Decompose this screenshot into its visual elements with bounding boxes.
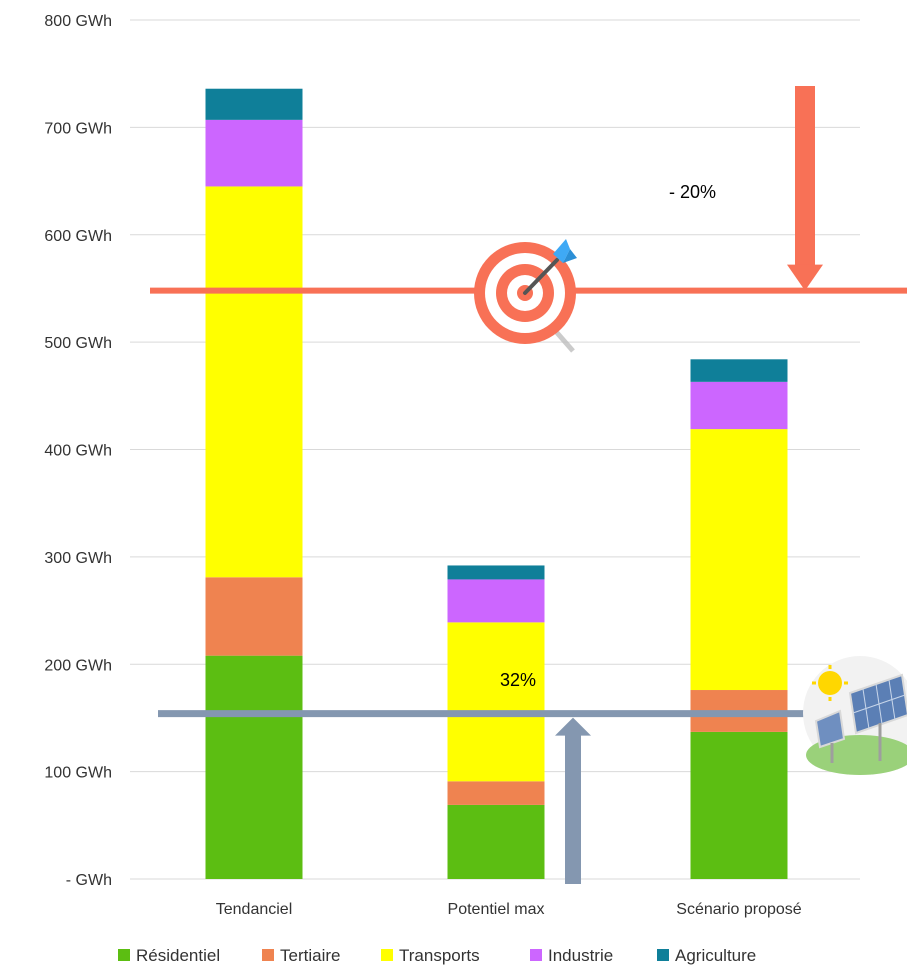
y-tick-label: 700 GWh <box>44 120 112 137</box>
bar-segment <box>447 622 545 782</box>
y-tick-label: 600 GWh <box>44 228 112 245</box>
y-tick-label: 200 GWh <box>44 657 112 674</box>
x-category-label: Tendanciel <box>216 901 293 918</box>
legend: Résidentiel Tertiaire Transports Industrie A… <box>118 946 756 965</box>
renewable-arrow-head <box>555 717 591 736</box>
y-tick-label: 500 GWh <box>44 335 112 352</box>
legend-label: Industrie <box>548 946 613 965</box>
target-percentage-label: - 20% <box>669 182 716 202</box>
bar-segment <box>447 579 545 623</box>
target-annotation: - 20% <box>150 86 907 353</box>
x-category-label: Scénario proposé <box>676 901 802 918</box>
x-category-label: Potentiel max <box>448 901 545 918</box>
bar-segment <box>690 359 788 382</box>
target-arrow-head <box>787 264 823 291</box>
bar-segment <box>205 577 303 656</box>
bar-segment <box>447 565 545 580</box>
y-tick-label: 400 GWh <box>44 443 112 460</box>
y-tick-label: 800 GWh <box>44 13 112 30</box>
legend-label: Résidentiel <box>136 946 220 965</box>
target-icon <box>474 239 577 353</box>
legend-label: Tertiaire <box>280 946 340 965</box>
legend-swatch <box>530 949 542 961</box>
legend-swatch <box>657 949 669 961</box>
bar-segment <box>447 804 545 879</box>
legend-swatch <box>262 949 274 961</box>
legend-swatch <box>381 949 393 961</box>
x-axis-category-labels: Tendanciel Potentiel max Scénario proposé <box>216 901 802 918</box>
bar-segment <box>690 731 788 879</box>
bar-segment <box>447 781 545 805</box>
y-tick-label: 300 GWh <box>44 550 112 567</box>
legend-label: Transports <box>399 946 480 965</box>
bar-segment <box>205 88 303 120</box>
y-tick-label: 100 GWh <box>44 765 112 782</box>
renewable-annotation: 32% <box>158 656 907 884</box>
bar-segment <box>205 655 303 879</box>
y-axis-tick-labels: - GWh 100 GWh 200 GWh 300 GWh 400 GWh 500 GWh… <box>44 13 112 889</box>
renewable-percentage-label: 32% <box>500 670 536 690</box>
legend-label: Agriculture <box>675 946 756 965</box>
solar-panel-icon <box>803 656 907 775</box>
legend-swatch <box>118 949 130 961</box>
y-tick-label: - GWh <box>66 872 112 889</box>
bar-segment <box>205 186 303 578</box>
stacked-bars <box>205 88 788 879</box>
bar-segment <box>690 381 788 430</box>
bar-segment <box>205 119 303 187</box>
bar-segment <box>690 429 788 691</box>
